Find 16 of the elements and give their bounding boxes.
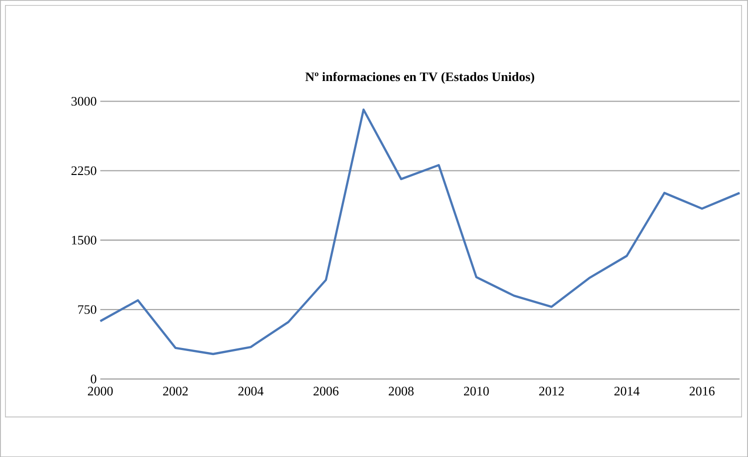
x-tick-label: 2002: [163, 386, 188, 396]
x-tick-label: 2016: [690, 386, 715, 396]
chart-title: Nº informaciones en TV (Estados Unidos): [305, 72, 534, 84]
x-tick-label: 2012: [539, 386, 564, 396]
line-series: [99, 108, 741, 355]
y-tick-label: 3000: [72, 96, 96, 106]
y-tick-label: 1500: [72, 236, 96, 244]
y-tick-label: 0: [90, 374, 96, 384]
y-tick-label: 750: [78, 305, 96, 314]
x-tick-label: 2014: [614, 386, 640, 396]
y-tick-label: 2250: [71, 166, 96, 175]
x-tick-label: 2000: [88, 386, 113, 396]
x-tick-label: 2008: [388, 386, 414, 396]
x-tick-label: 2010: [464, 386, 489, 396]
x-tick-label: 2004: [238, 386, 264, 396]
x-tick-label: 2006: [314, 386, 338, 396]
